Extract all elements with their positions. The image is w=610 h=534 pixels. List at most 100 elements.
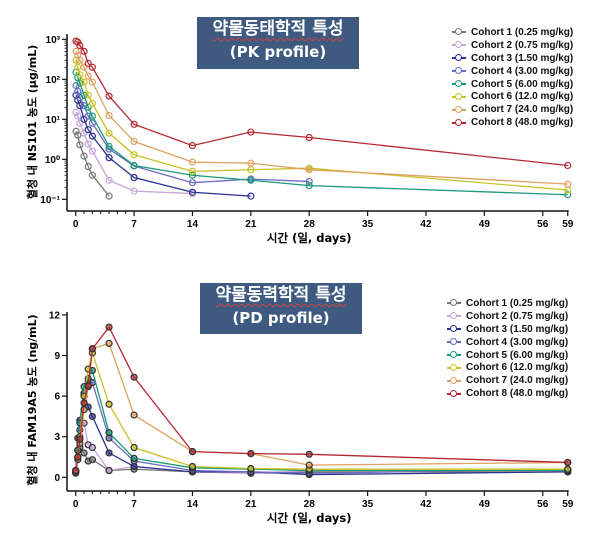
data-point xyxy=(564,161,572,170)
data-point xyxy=(130,443,138,452)
legend-label: Cohort 1 (0.25 mg/kg) xyxy=(471,26,574,38)
data-point xyxy=(188,447,197,456)
series-line xyxy=(75,72,568,196)
series-cohort-7 xyxy=(72,47,572,188)
data-point xyxy=(88,171,96,179)
data-point xyxy=(188,158,197,166)
legend-label: Cohort 2 (0.75 mg/kg) xyxy=(471,39,574,51)
x-tick-label: 0 xyxy=(73,499,79,510)
legend-label: Cohort 2 (0.75 mg/kg) xyxy=(466,310,569,322)
data-point xyxy=(76,141,84,149)
data-point xyxy=(88,456,96,464)
legend-marker-icon xyxy=(447,298,461,308)
data-point xyxy=(564,465,572,473)
x-tick-label: 56 xyxy=(537,219,549,230)
pd-subtitle: (PD profile) xyxy=(232,309,330,327)
data-point xyxy=(130,161,138,170)
data-point xyxy=(84,72,92,80)
data-point xyxy=(74,87,82,95)
series-cohort-3 xyxy=(72,91,255,200)
pd-title: 약물동력학적 특성 xyxy=(215,285,347,305)
x-tick-label: 59 xyxy=(562,219,574,230)
data-point xyxy=(130,373,138,381)
x-axis-label: 시간 (일, days) xyxy=(267,231,352,245)
series-cohort-8 xyxy=(72,37,572,170)
data-point xyxy=(80,129,88,137)
legend-marker-icon xyxy=(452,27,466,37)
data-point xyxy=(84,103,92,111)
data-point xyxy=(84,59,92,67)
data-point xyxy=(84,112,92,120)
data-point xyxy=(80,449,88,457)
legend-item: Cohort 7 (24.0 mg/kg) xyxy=(452,103,573,116)
data-point xyxy=(76,102,84,110)
data-point xyxy=(188,188,197,196)
data-point xyxy=(247,464,255,473)
data-point xyxy=(188,142,197,150)
data-point xyxy=(76,119,84,127)
data-point xyxy=(247,176,255,184)
data-point xyxy=(72,47,80,55)
y-tick-label: 12 xyxy=(49,310,61,321)
legend-label: Cohort 6 (12.0 mg/kg) xyxy=(471,91,574,103)
y-tick-label: 10⁰ xyxy=(45,155,60,166)
data-point xyxy=(88,99,96,107)
data-point xyxy=(74,453,82,461)
y-axis-label: 혈청 내 NS101 농도 (μg/mL) xyxy=(25,45,39,200)
series-line xyxy=(75,131,110,197)
data-point xyxy=(105,323,113,331)
x-tick-label: 7 xyxy=(131,219,137,230)
data-point xyxy=(247,192,255,200)
series-line xyxy=(75,85,310,184)
data-point xyxy=(74,131,82,139)
data-point xyxy=(247,159,255,167)
data-point xyxy=(105,429,113,437)
data-point xyxy=(76,56,84,64)
data-point xyxy=(105,339,113,347)
data-point xyxy=(88,412,96,421)
data-point xyxy=(305,182,313,190)
legend-label: Cohort 1 (0.25 mg/kg) xyxy=(466,297,569,309)
data-point xyxy=(105,176,113,184)
legend-marker-icon xyxy=(447,363,461,373)
legend-item: Cohort 1 (0.25 mg/kg) xyxy=(452,26,573,39)
data-point xyxy=(74,112,82,120)
y-tick-label: 10² xyxy=(46,75,61,86)
pk-chart: 0 7 14 21 28 35 42 49 56 59 10⁻¹ 10⁰ 10¹ 10² 10³ 시간 (일,… xyxy=(25,34,574,245)
legend-label: Cohort 4 (3.00 mg/kg) xyxy=(471,65,574,77)
legend-item: Cohort 3 (1.50 mg/kg) xyxy=(447,323,568,336)
data-point xyxy=(76,41,84,50)
data-point xyxy=(305,461,313,469)
legend-marker-icon xyxy=(452,53,466,63)
data-point xyxy=(84,140,92,148)
x-tick-label: 42 xyxy=(420,499,432,510)
legend-item: Cohort 1 (0.25 mg/kg) xyxy=(447,297,568,310)
pk-subtitle: (PK profile) xyxy=(229,43,327,61)
y-tick-label: 6 xyxy=(54,392,60,403)
data-point xyxy=(130,120,138,128)
data-point xyxy=(130,137,138,146)
data-point xyxy=(305,133,313,142)
data-point xyxy=(84,162,92,171)
legend-label: Cohort 7 (24.0 mg/kg) xyxy=(471,104,574,116)
legend-label: Cohort 8 (48.0 mg/kg) xyxy=(466,388,569,400)
x-tick-label: 49 xyxy=(479,499,491,510)
legend-marker-icon xyxy=(447,337,461,347)
legend-marker-icon xyxy=(452,92,466,102)
data-point xyxy=(80,63,88,71)
y-tick-label: 10⁻¹ xyxy=(40,195,60,206)
legend-label: Cohort 3 (1.50 mg/kg) xyxy=(471,52,574,64)
data-point xyxy=(564,180,572,188)
legend-item: Cohort 7 (24.0 mg/kg) xyxy=(447,374,568,387)
data-point xyxy=(105,154,113,162)
data-point xyxy=(80,91,88,99)
data-point xyxy=(130,454,138,462)
legend-item: Cohort 6 (12.0 mg/kg) xyxy=(452,90,573,103)
legend-label: Cohort 5 (6.00 mg/kg) xyxy=(471,78,574,90)
x-tick-label: 56 xyxy=(537,499,549,510)
data-point xyxy=(84,126,92,134)
data-point xyxy=(105,129,113,137)
x-tick-label: 14 xyxy=(187,499,199,510)
legend-item: Cohort 3 (1.50 mg/kg) xyxy=(452,52,573,65)
data-point xyxy=(88,112,96,120)
